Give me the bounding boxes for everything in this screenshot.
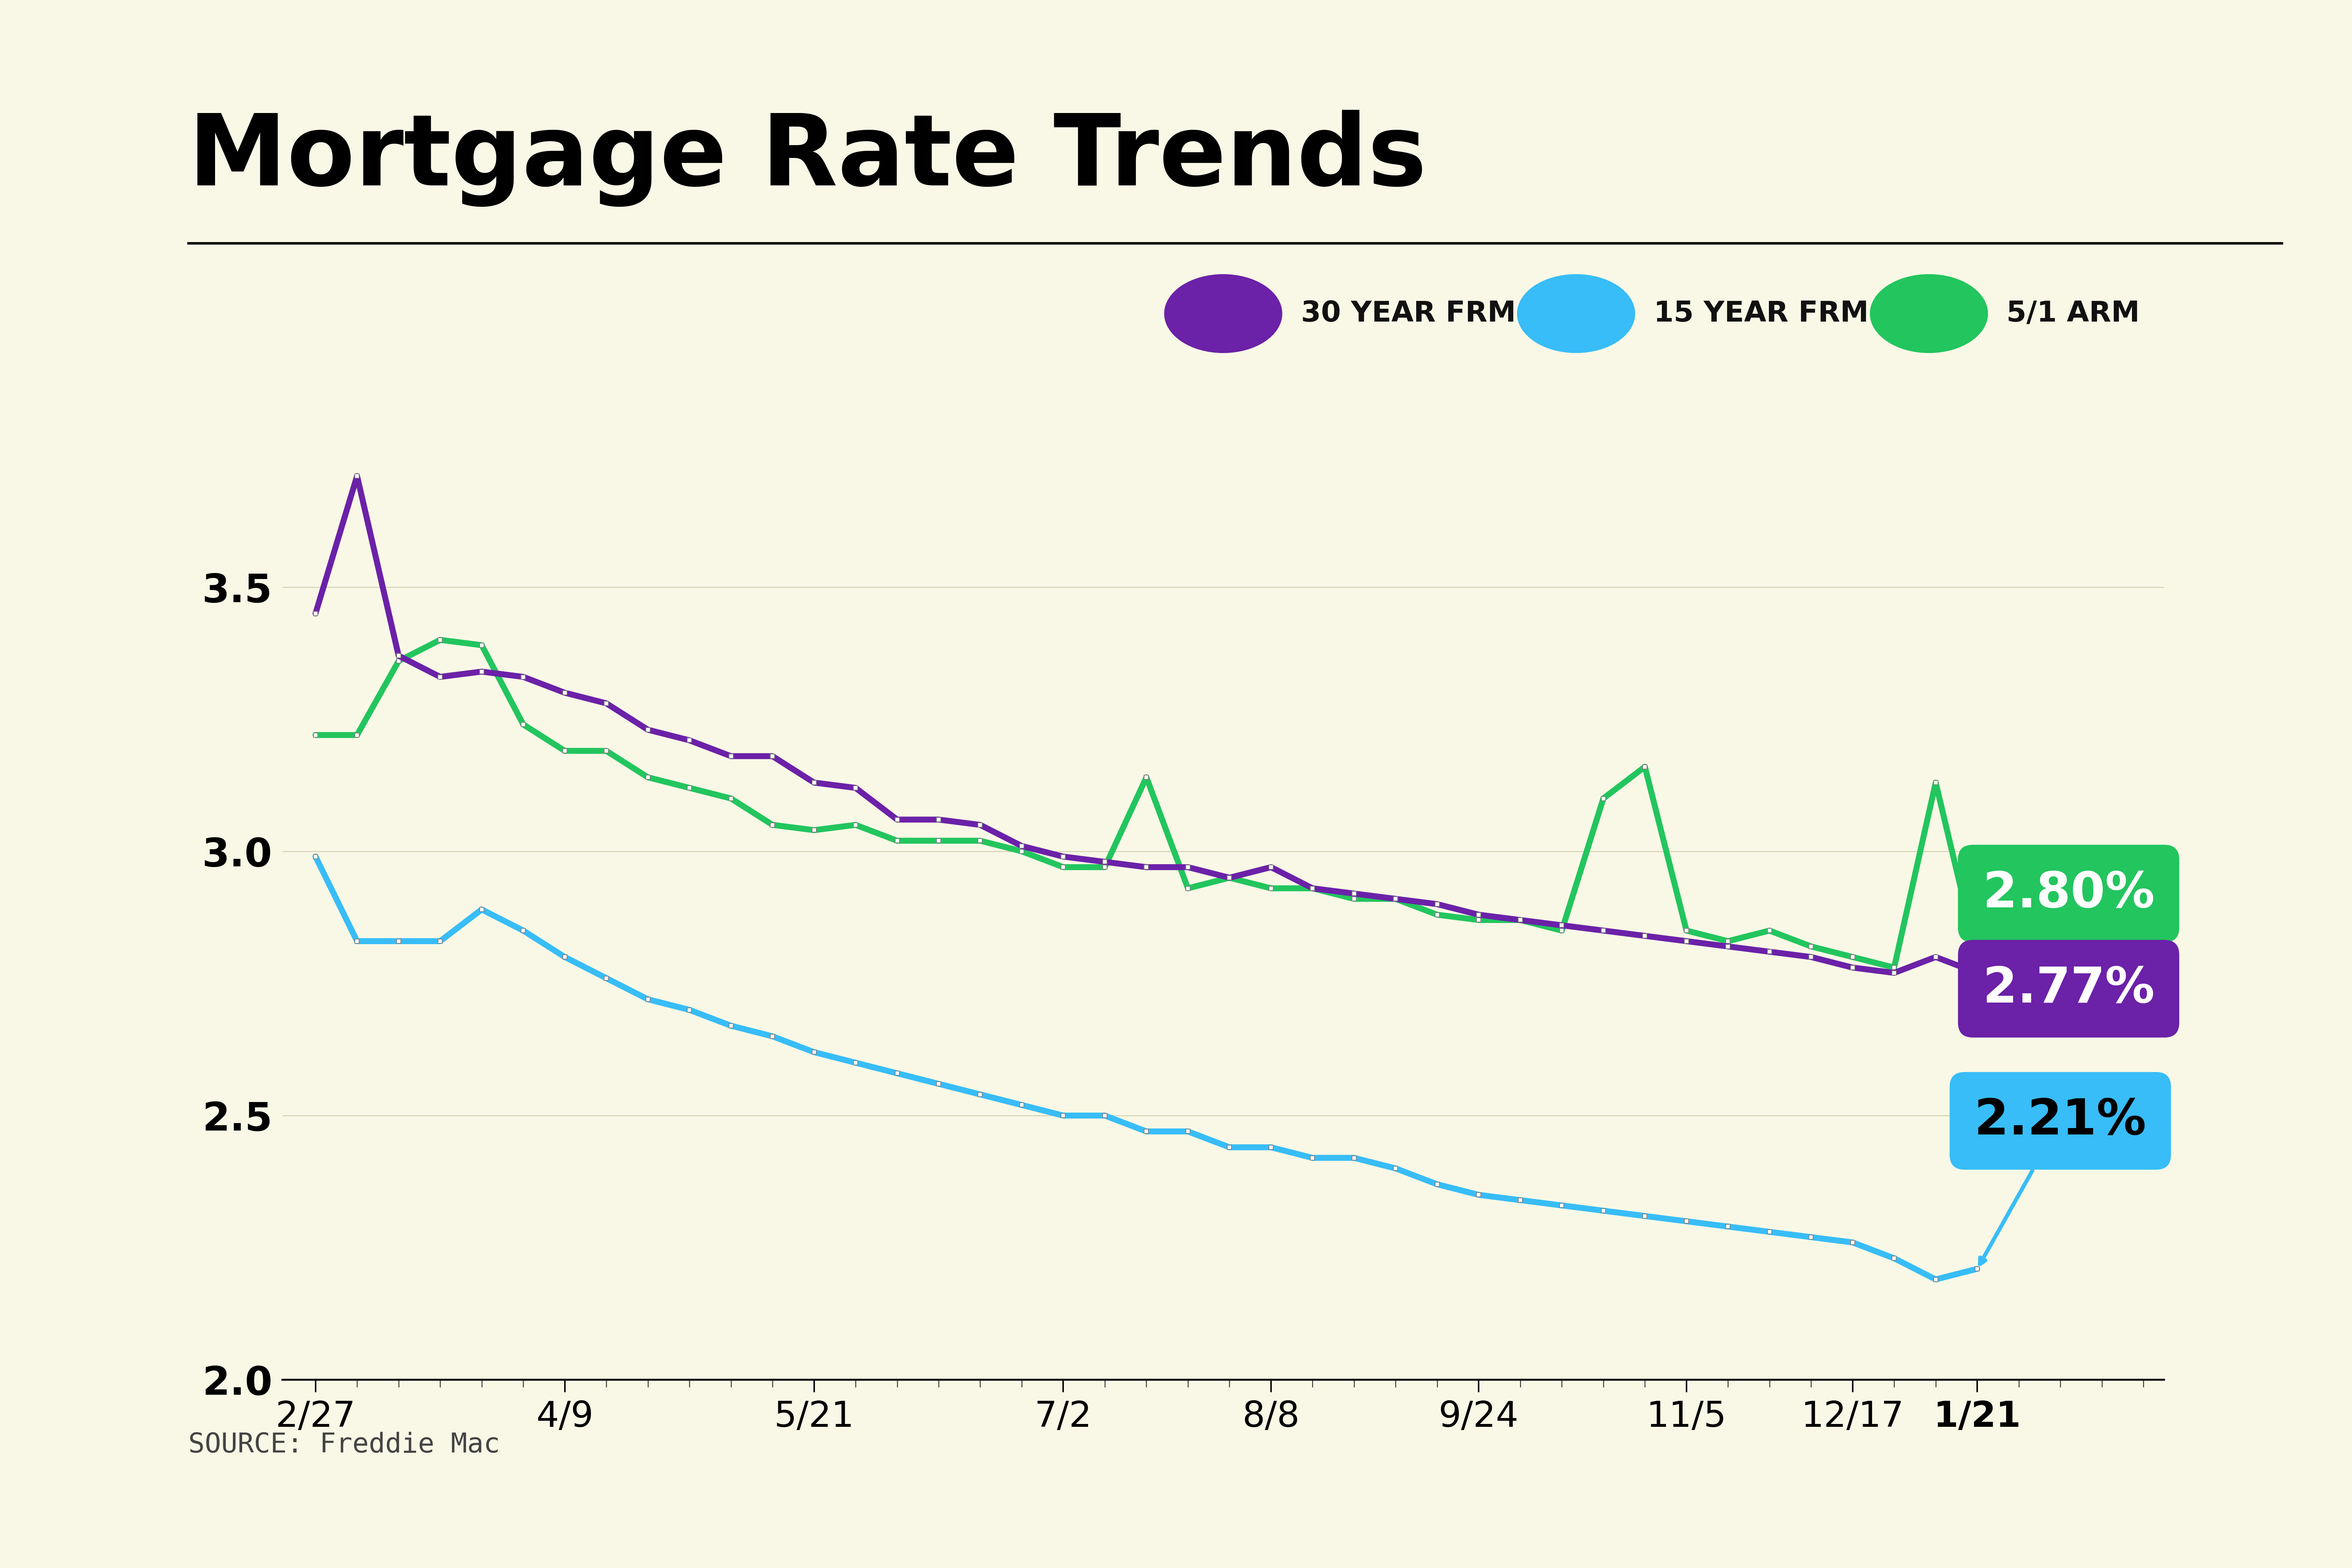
Text: SOURCE: Freddie Mac: SOURCE: Freddie Mac (188, 1432, 501, 1458)
Text: 2.80%: 2.80% (1978, 870, 2154, 956)
Text: 2.21%: 2.21% (1973, 1096, 2145, 1264)
Text: 15 YEAR FRM: 15 YEAR FRM (1653, 299, 1867, 328)
Text: 2.77%: 2.77% (1978, 964, 2154, 1013)
Text: 30 YEAR FRM: 30 YEAR FRM (1301, 299, 1515, 328)
Text: 5/1 ARM: 5/1 ARM (2006, 299, 2140, 328)
Text: Mortgage Rate Trends: Mortgage Rate Trends (188, 110, 1425, 207)
